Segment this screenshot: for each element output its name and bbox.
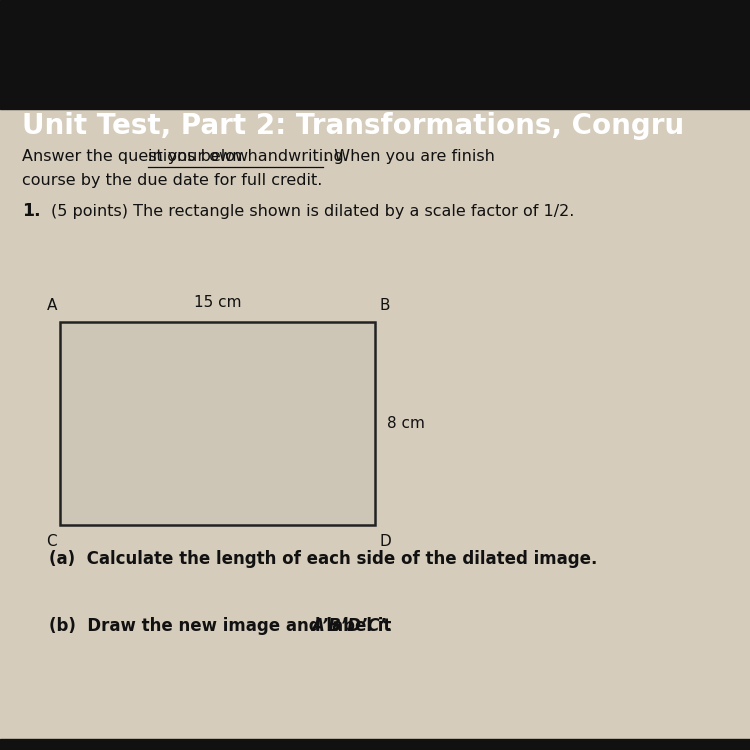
- Text: C: C: [46, 534, 57, 549]
- Text: in your own handwriting: in your own handwriting: [148, 148, 344, 164]
- Text: . When you are finish: . When you are finish: [324, 148, 495, 164]
- Text: (b)  Draw the new image and label it: (b) Draw the new image and label it: [49, 617, 403, 635]
- Text: (a)  Calculate the length of each side of the dilated image.: (a) Calculate the length of each side of…: [49, 550, 597, 568]
- Text: 15 cm: 15 cm: [194, 296, 242, 310]
- Text: Unit Test, Part 2: Transformations, Congru: Unit Test, Part 2: Transformations, Cong…: [22, 112, 685, 140]
- Text: A’B’D’C’.: A’B’D’C’.: [311, 617, 393, 635]
- Text: D: D: [380, 534, 392, 549]
- Text: 8 cm: 8 cm: [387, 416, 424, 431]
- Bar: [60, 322, 375, 525]
- Text: (5 points) The rectangle shown is dilated by a scale factor of 1/2.: (5 points) The rectangle shown is dilate…: [51, 204, 574, 219]
- Text: 1.: 1.: [22, 202, 41, 220]
- Text: B: B: [380, 298, 390, 314]
- Bar: [0, 0, 750, 109]
- Text: Answer the questions below: Answer the questions below: [22, 148, 254, 164]
- Text: A: A: [46, 298, 57, 314]
- Bar: [0, 109, 750, 739]
- Text: course by the due date for full credit.: course by the due date for full credit.: [22, 172, 322, 188]
- Bar: [0, 739, 750, 750]
